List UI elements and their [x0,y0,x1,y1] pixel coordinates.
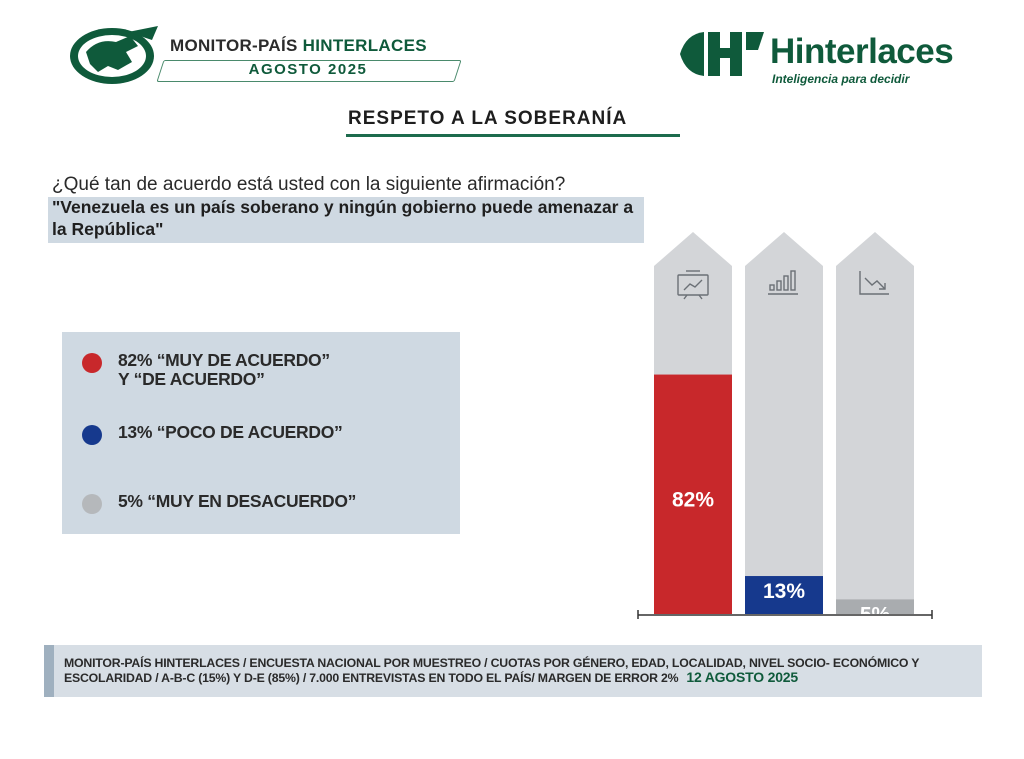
question-quote: "Venezuela es un país soberano y ningún … [52,197,634,239]
footer-methodology: MONITOR-PAÍS HINTERLACES / ENCUESTA NACI… [64,656,976,685]
bar-value-label: 13% [763,580,805,603]
globe-logo-icon [70,26,158,84]
legend-item-muy-en-desacuerdo: 5% “MUY EN DESACUERDO” [82,492,356,514]
question-text: ¿Qué tan de acuerdo está usted con la si… [52,174,566,195]
footer-panel [44,645,982,697]
legend-item-muy-de-acuerdo: 82% “MUY DE ACUERDO” Y “DE ACUERDO” [82,351,330,389]
footer-accent-bar [44,645,54,697]
legend-item-poco-de-acuerdo: 13% “POCO DE ACUERDO” [82,422,343,445]
legend-dot-gray [82,494,102,514]
bar-value-label: 5% [860,603,891,624]
declining-chart-icon [859,271,889,295]
section-title: RESPETO A LA SOBERANÍA [348,108,628,129]
footer-methodology-text: MONITOR-PAÍS HINTERLACES / ENCUESTA NACI… [64,656,920,685]
hinterlaces-logo: Hinterlaces Inteligencia para decidir [678,26,988,90]
legend-dot-blue [82,425,102,445]
legend-label: 13% “POCO DE ACUERDO” [118,422,343,442]
bar [836,599,914,614]
section-title-underline [346,134,680,137]
bar [745,576,823,614]
legend-label: 82% “MUY DE ACUERDO” [118,350,330,370]
brand-name: Hinterlaces [770,32,954,71]
legend-panel: 82% “MUY DE ACUERDO” Y “DE ACUERDO” 13% … [62,332,460,534]
bar-chart: 82% 13% 5% [637,232,933,624]
bar-levels-icon [768,270,798,295]
legend-label: 5% “MUY EN DESACUERDO” [118,491,357,511]
hinterlaces-h-mark-icon [680,32,764,76]
monitor-date: AGOSTO 2025 [248,61,368,78]
bar-background-column [745,232,823,614]
monitor-pais-logo: MONITOR-PAÍS HINTERLACES AGOSTO 2025 [68,22,468,90]
brand-tagline: Inteligencia para decidir [772,72,910,86]
legend-label-continued: Y “DE ACUERDO” [118,369,265,389]
monitor-title: MONITOR-PAÍS HINTERLACES [170,36,427,55]
presentation-chart-icon [677,270,709,300]
bar-value-label: 82% [672,488,714,511]
bar-background-column [836,232,914,614]
bar [654,374,732,614]
legend-dot-red [82,353,102,373]
quote-highlight [48,197,644,243]
footer-date: 12 AGOSTO 2025 [686,669,798,685]
